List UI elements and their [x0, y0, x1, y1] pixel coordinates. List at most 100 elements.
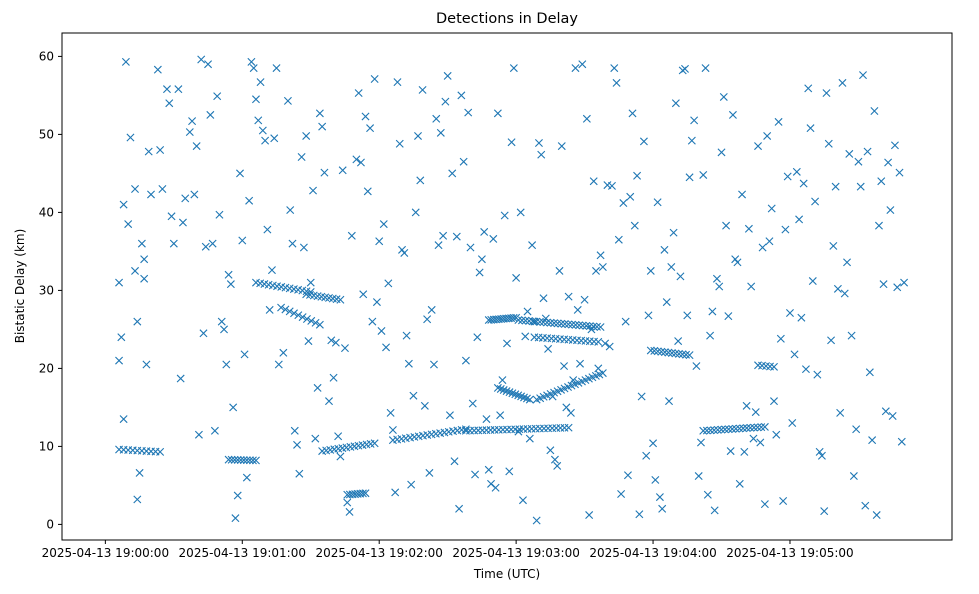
x-tick-label: 2025-04-13 19:05:00 [726, 546, 853, 560]
data-point [744, 224, 753, 233]
data-point [514, 316, 523, 325]
data-point [877, 177, 886, 186]
data-point [443, 71, 452, 80]
data-point [290, 426, 299, 435]
data-point [534, 138, 543, 147]
data-point [470, 426, 479, 435]
data-point [229, 403, 238, 412]
data-point [311, 434, 320, 443]
data-point [523, 424, 532, 433]
data-point [535, 424, 544, 433]
data-point [466, 243, 475, 252]
data-point [400, 248, 409, 257]
data-point [496, 384, 505, 393]
data-point [226, 280, 235, 289]
data-point [893, 283, 902, 292]
data-point [671, 99, 680, 108]
data-point [459, 157, 468, 166]
data-point [895, 168, 904, 177]
data-point [325, 397, 333, 406]
data-point [552, 424, 561, 433]
data-point [511, 390, 520, 399]
data-point [753, 423, 762, 432]
data-point [508, 389, 517, 398]
data-point [409, 391, 418, 400]
y-tick-label: 30 [39, 283, 54, 297]
data-point [863, 147, 872, 156]
data-point [474, 426, 483, 435]
data-point [248, 456, 257, 465]
data-point [267, 266, 276, 275]
data-point [345, 507, 354, 516]
data-point [489, 234, 498, 243]
data-point [619, 199, 628, 208]
data-point [432, 114, 441, 123]
data-point [623, 471, 632, 480]
y-tick-label: 10 [39, 439, 54, 453]
data-point [719, 92, 728, 101]
data-point [224, 270, 233, 279]
data-point [637, 392, 646, 401]
data-point [610, 64, 619, 73]
x-axis-label: Time (UTC) [473, 567, 540, 581]
data-point [605, 342, 614, 351]
data-point [363, 187, 372, 196]
data-point [245, 196, 254, 205]
data-point [124, 220, 133, 229]
data-point [715, 282, 724, 291]
data-point [407, 480, 416, 489]
y-axis: 0 10 20 30 40 50 60 [39, 49, 62, 531]
data-point [486, 426, 495, 435]
x-tick-label: 2025-04-13 19:01:00 [179, 546, 306, 560]
data-point [356, 158, 365, 167]
data-point [352, 155, 361, 164]
data-point [553, 461, 562, 470]
data-point [391, 488, 400, 497]
data-point [436, 128, 445, 137]
data-point [596, 251, 605, 260]
data-point [298, 313, 307, 322]
data-point [270, 134, 279, 143]
data-point [696, 438, 705, 447]
data-point [550, 455, 559, 464]
data-point [770, 362, 778, 371]
data-point [598, 369, 607, 378]
data-point [799, 179, 808, 188]
data-point [473, 333, 482, 342]
data-point [806, 124, 815, 133]
data-point [231, 514, 240, 523]
data-point [258, 126, 267, 135]
data-point [578, 321, 587, 330]
data-point [285, 307, 294, 316]
data-point [279, 348, 288, 357]
data-point [115, 278, 124, 287]
data-point [498, 376, 507, 385]
data-point [626, 192, 635, 201]
data-point [811, 197, 820, 206]
data-point [247, 57, 256, 66]
data-point [522, 394, 531, 403]
data-point [690, 116, 699, 125]
data-point [546, 318, 555, 327]
data-point [283, 96, 292, 105]
data-point [699, 426, 708, 435]
data-point [795, 215, 804, 224]
data-point [402, 331, 411, 340]
data-point [461, 426, 470, 435]
data-point [167, 212, 176, 221]
data-point [512, 273, 521, 282]
data-point [215, 210, 224, 219]
data-point [544, 424, 553, 433]
data-point [539, 424, 548, 433]
x-tick-label: 2025-04-13 19:03:00 [452, 546, 579, 560]
data-point [313, 383, 322, 392]
data-point [327, 336, 336, 345]
data-point [153, 65, 162, 74]
data-point [455, 504, 464, 513]
data-point [890, 141, 899, 150]
data-point [674, 349, 683, 358]
data-point [502, 387, 511, 396]
data-point [261, 136, 270, 145]
data-point [452, 232, 461, 241]
